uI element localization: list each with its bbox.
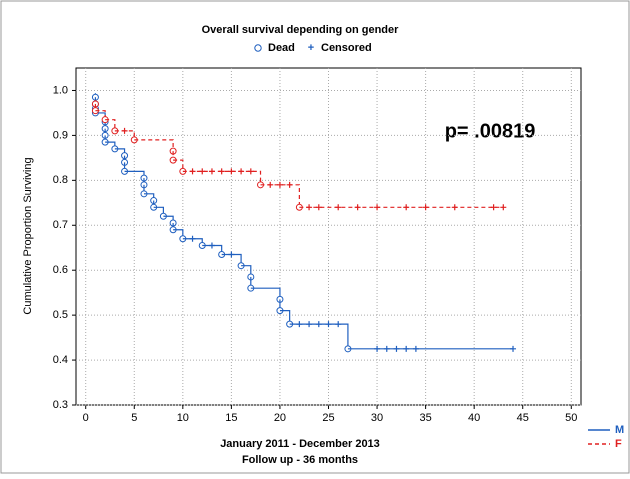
- censored-marker: [189, 168, 196, 175]
- censored-marker: [276, 181, 283, 188]
- censored-marker: [412, 345, 419, 352]
- survival-step: [241, 265, 252, 277]
- censored-marker: [354, 204, 361, 211]
- y-tick-label: 0.5: [53, 309, 68, 321]
- censored-marker: [510, 345, 517, 352]
- censored-marker: [315, 204, 322, 211]
- x-tick-label: 0: [83, 412, 89, 424]
- y-axis-label: Cumulative Proportion Surviving: [22, 157, 34, 314]
- censored-marker: [315, 321, 322, 328]
- annotation: p= .00819: [445, 120, 536, 142]
- censored-marker: [306, 204, 313, 211]
- x-tick-label: 5: [131, 412, 137, 424]
- x-tick-label: 45: [517, 412, 529, 424]
- y-tick-label: 0.7: [53, 219, 68, 231]
- censored-marker: [296, 321, 303, 328]
- censored-marker: [267, 181, 274, 188]
- x-tick-label: 20: [274, 412, 286, 424]
- censored-marker: [403, 204, 410, 211]
- x-tick-label: 15: [225, 412, 237, 424]
- survival-step: [182, 170, 262, 185]
- x-tick-label: 30: [371, 412, 383, 424]
- survival-step: [221, 253, 242, 266]
- censored-marker: [228, 251, 235, 258]
- survival-step: [260, 184, 300, 208]
- censored-marker: [422, 204, 429, 211]
- censored-marker: [490, 204, 497, 211]
- survival-step: [250, 287, 281, 300]
- y-tick-label: 0.9: [53, 129, 68, 141]
- y-tick-label: 0.4: [53, 354, 68, 366]
- legend-censored: Censored: [321, 42, 372, 54]
- y-tick-label: 0.8: [53, 174, 68, 186]
- y-tick-label: 0.6: [53, 264, 68, 276]
- censored-marker: [383, 345, 390, 352]
- censored-marker: [199, 168, 206, 175]
- legend-dead-symbol: [254, 44, 262, 52]
- censored-marker: [208, 168, 215, 175]
- x-tick-label: 10: [177, 412, 189, 424]
- survival-step: [279, 310, 291, 325]
- censored-marker: [374, 204, 381, 211]
- y-tick-label: 0.3: [53, 399, 68, 411]
- censored-marker: [238, 168, 245, 175]
- legend-label: F: [615, 438, 622, 450]
- censored-marker: [228, 168, 235, 175]
- survival-step: [134, 139, 174, 152]
- censored-marker: [393, 345, 400, 352]
- legend-dead: Dead: [268, 42, 295, 54]
- x-tick-label: 40: [468, 412, 480, 424]
- censored-marker: [218, 168, 225, 175]
- survival-step: [105, 119, 116, 131]
- censored-marker: [500, 204, 507, 211]
- censored-marker: [306, 321, 313, 328]
- x-axis-label: Follow up - 36 months: [242, 454, 358, 466]
- censored-marker: [121, 127, 128, 134]
- x-tick-label: 35: [419, 412, 431, 424]
- chart-title: Overall survival depending on gender: [202, 24, 400, 36]
- censored-marker: [247, 168, 254, 175]
- x-tick-label: 25: [322, 412, 334, 424]
- censored-marker: [325, 321, 332, 328]
- censored-marker: [451, 204, 458, 211]
- legend-label: M: [615, 424, 624, 436]
- y-tick-label: 1.0: [53, 84, 68, 96]
- censored-marker: [208, 242, 215, 249]
- censored-marker: [189, 235, 196, 242]
- legend-censored-symbol: +: [308, 42, 314, 54]
- censored-marker: [374, 345, 381, 352]
- censored-marker: [403, 345, 410, 352]
- censored-marker: [335, 204, 342, 211]
- censored-marker: [286, 181, 293, 188]
- censored-marker: [335, 321, 342, 328]
- x-tick-label: 50: [565, 412, 577, 424]
- survival-step: [173, 159, 184, 172]
- x-axis-label: January 2011 - December 2013: [220, 438, 380, 450]
